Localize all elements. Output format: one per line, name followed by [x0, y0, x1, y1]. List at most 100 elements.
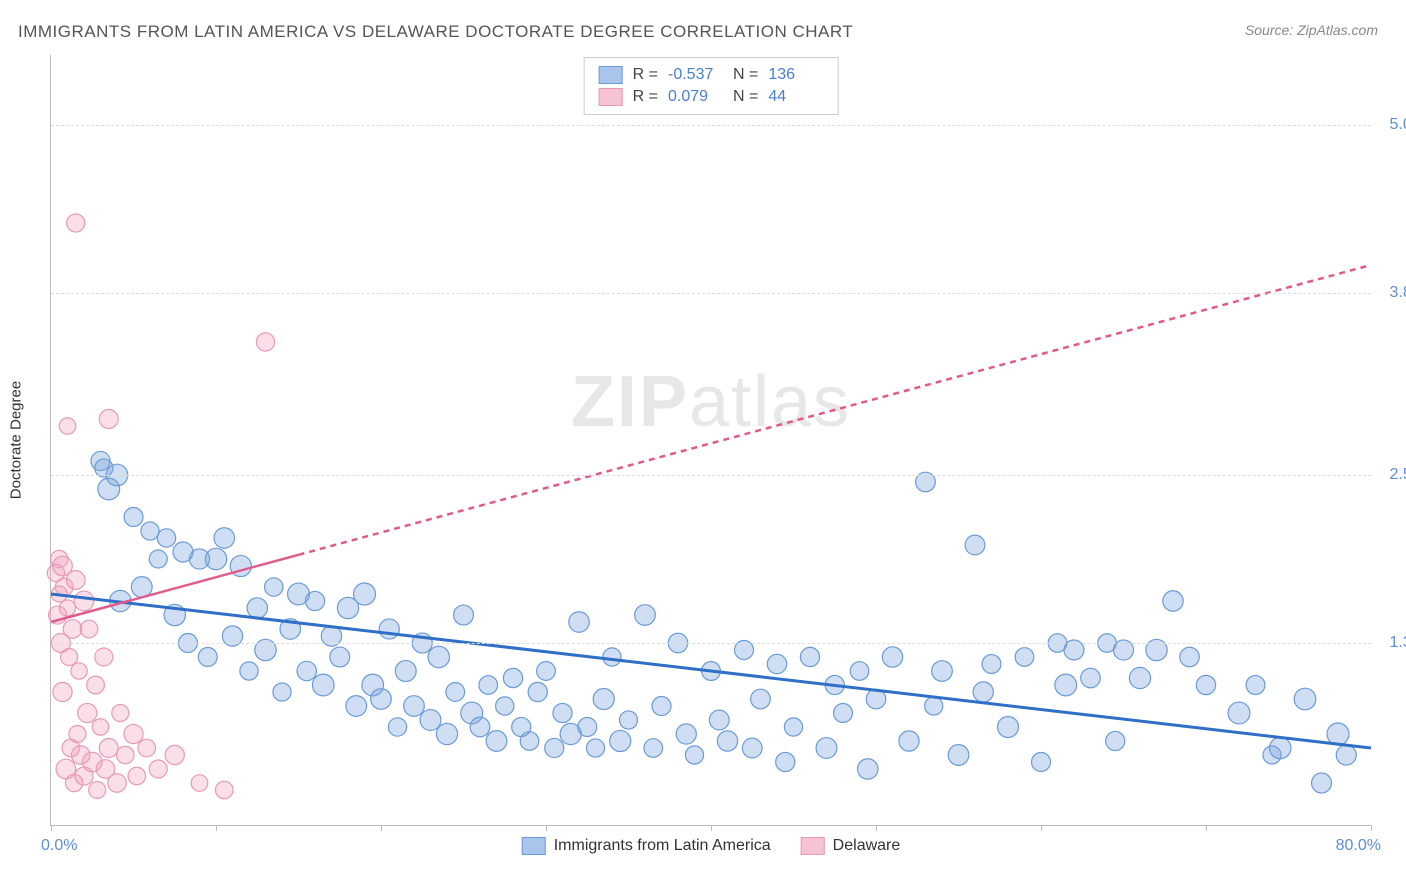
data-point — [767, 654, 786, 673]
data-point — [1196, 675, 1215, 694]
x-tick — [546, 825, 547, 831]
data-point — [1055, 674, 1077, 696]
data-point — [128, 767, 146, 785]
data-point — [454, 605, 474, 625]
data-point — [116, 746, 134, 764]
data-point — [520, 732, 539, 751]
r-label: R = — [633, 66, 658, 84]
x-tick — [381, 825, 382, 831]
data-point — [74, 591, 94, 611]
data-point — [709, 710, 729, 730]
y-axis-title: Doctorate Degree — [8, 381, 25, 499]
data-point — [1327, 723, 1349, 745]
data-point — [1106, 731, 1125, 750]
data-point — [479, 676, 498, 695]
data-point — [59, 600, 75, 616]
data-point — [685, 746, 703, 764]
series-legend: Immigrants from Latin America Delaware — [522, 837, 901, 855]
data-point — [53, 682, 72, 701]
n-label: N = — [733, 66, 758, 84]
data-point — [652, 696, 671, 715]
legend-item-2: Delaware — [801, 837, 901, 855]
chart-title: IMMIGRANTS FROM LATIN AMERICA VS DELAWAR… — [18, 22, 853, 42]
data-point — [92, 719, 108, 735]
data-point — [108, 774, 126, 792]
data-point — [932, 661, 953, 682]
gridline — [51, 643, 1371, 644]
x-tick — [1041, 825, 1042, 831]
swatch-series-1 — [599, 66, 623, 84]
n-value-2: 44 — [768, 88, 823, 106]
data-point — [404, 696, 425, 717]
data-point — [95, 648, 113, 666]
swatch-series-2 — [599, 88, 623, 106]
data-point — [61, 648, 78, 665]
data-point — [586, 739, 604, 757]
y-tick-label: 5.0% — [1390, 116, 1406, 134]
plot-area: Doctorate Degree ZIPatlas R = -0.537 N =… — [50, 55, 1371, 826]
data-point — [569, 612, 589, 632]
correlation-legend: R = -0.537 N = 136 R = 0.079 N = 44 — [584, 57, 839, 115]
data-point — [273, 683, 291, 701]
x-axis-min-label: 0.0% — [41, 837, 77, 855]
x-tick — [1371, 825, 1372, 831]
data-point — [138, 739, 156, 757]
data-point — [149, 760, 167, 778]
data-point — [470, 717, 490, 737]
data-point — [69, 725, 86, 742]
data-point — [265, 578, 283, 596]
y-tick-label: 3.8% — [1390, 284, 1406, 302]
data-point — [446, 683, 465, 702]
r-value-2: 0.079 — [668, 88, 723, 106]
data-point — [1015, 648, 1034, 667]
data-point — [899, 731, 919, 751]
data-point — [486, 731, 507, 752]
data-point — [528, 682, 547, 701]
data-point — [545, 738, 564, 757]
gridline — [51, 475, 1371, 476]
data-point — [882, 647, 902, 667]
data-point — [800, 647, 819, 666]
data-point — [717, 731, 737, 751]
data-point — [1228, 702, 1250, 724]
data-point — [71, 663, 87, 679]
data-point — [371, 689, 392, 710]
correlation-row-2: R = 0.079 N = 44 — [599, 86, 824, 108]
y-tick-label: 2.5% — [1390, 466, 1406, 484]
data-point — [1294, 688, 1316, 710]
data-point — [191, 775, 208, 792]
data-point — [619, 711, 637, 729]
data-point — [1270, 737, 1291, 758]
data-point — [1081, 668, 1101, 688]
data-point — [998, 717, 1019, 738]
data-point — [982, 655, 1001, 674]
data-point — [420, 710, 441, 731]
data-point — [388, 718, 406, 736]
data-point — [816, 738, 837, 759]
legend-label-2: Delaware — [833, 837, 901, 855]
data-point — [496, 697, 514, 715]
data-point — [124, 724, 143, 743]
data-point — [330, 647, 350, 667]
data-point — [578, 718, 597, 737]
data-point — [436, 723, 457, 744]
data-point — [99, 739, 118, 758]
data-point — [644, 739, 663, 758]
data-point — [603, 648, 621, 666]
data-point — [834, 704, 853, 723]
data-point — [784, 718, 802, 736]
y-tick-label: 1.3% — [1390, 634, 1406, 652]
data-point — [87, 676, 105, 694]
data-point — [67, 214, 85, 232]
data-point — [89, 781, 106, 798]
data-point — [742, 738, 762, 758]
data-point — [215, 781, 233, 799]
data-point — [66, 571, 85, 590]
data-point — [305, 591, 324, 610]
data-point — [141, 522, 159, 540]
data-point — [297, 661, 316, 680]
data-point — [112, 704, 129, 721]
data-point — [63, 620, 82, 639]
data-point — [635, 605, 656, 626]
legend-item-1: Immigrants from Latin America — [522, 837, 771, 855]
